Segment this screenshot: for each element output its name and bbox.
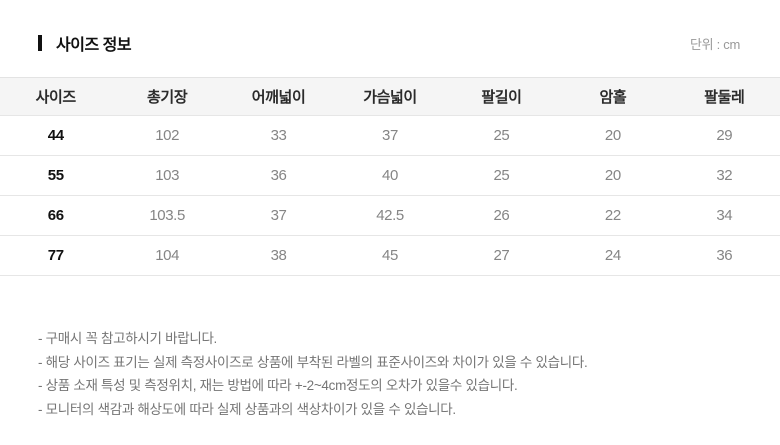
table-header-row: 사이즈 총기장 어깨넓이 가슴넓이 팔길이 암홀 팔둘레 (0, 78, 780, 116)
cell-size: 55 (47, 167, 64, 184)
table-row: 44 102 33 37 25 20 29 (0, 116, 780, 156)
section-header: 사이즈 정보 단위 : cm (0, 0, 780, 55)
cell-total-length: 103 (155, 167, 180, 184)
cell-total-length: 103.5 (149, 207, 185, 224)
column-header-shoulder-width: 어깨넓이 (251, 89, 306, 106)
cell-arm-circumference: 29 (716, 127, 733, 144)
cell-arm-circumference: 32 (716, 167, 733, 184)
cell-arm-circumference: 34 (716, 207, 733, 224)
size-table: 사이즈 총기장 어깨넓이 가슴넓이 팔길이 암홀 팔둘레 44 102 33 3… (0, 77, 780, 276)
purchase-notes: - 구매시 꼭 참고하시기 바랍니다. - 해당 사이즈 표기는 실제 측정사이… (38, 327, 740, 421)
cell-arm-length: 25 (493, 127, 510, 144)
page-title: 사이즈 정보 (56, 37, 132, 54)
column-header-arm-length: 팔길이 (481, 89, 522, 106)
cell-chest-width: 40 (382, 167, 398, 184)
note-line: - 모니터의 색감과 해상도에 따라 실제 상품과의 색상차이가 있을 수 있습… (38, 401, 456, 417)
column-header-armhole: 암홀 (599, 89, 627, 106)
cell-armhole: 24 (604, 247, 621, 264)
cell-size: 77 (47, 247, 64, 264)
cell-total-length: 104 (155, 247, 180, 264)
note-line: - 해당 사이즈 표기는 실제 측정사이즈로 상품에 부착된 라벨의 표준사이즈… (38, 354, 588, 370)
cell-arm-length: 26 (493, 207, 510, 224)
cell-armhole: 20 (604, 167, 621, 184)
cell-armhole: 20 (604, 127, 621, 144)
table-row: 66 103.5 37 42.5 26 22 34 (0, 196, 780, 236)
cell-chest-width: 37 (382, 127, 398, 144)
title-accent-bar (38, 35, 42, 51)
cell-chest-width: 45 (382, 247, 398, 264)
column-header-size: 사이즈 (35, 89, 77, 106)
note-line: - 구매시 꼭 참고하시기 바랍니다. (38, 331, 218, 346)
cell-shoulder-width: 33 (270, 127, 287, 144)
note-line: - 상품 소재 특성 및 측정위치, 재는 방법에 따라 +-2~4cm정도의 … (38, 378, 518, 393)
cell-shoulder-width: 36 (270, 167, 287, 184)
cell-size: 66 (47, 207, 64, 224)
section-title-wrap: 사이즈 정보 (38, 31, 132, 55)
cell-shoulder-width: 37 (270, 207, 287, 224)
table-row: 77 104 38 45 27 24 36 (0, 236, 780, 276)
unit-label: 단위 : cm (690, 36, 740, 52)
table-row: 55 103 36 40 25 20 32 (0, 156, 780, 196)
column-header-arm-circumference: 팔둘레 (704, 89, 745, 106)
cell-arm-length: 25 (493, 167, 510, 184)
cell-armhole: 22 (604, 207, 621, 224)
cell-arm-circumference: 36 (716, 247, 733, 264)
cell-arm-length: 27 (493, 247, 510, 264)
cell-size: 44 (47, 127, 64, 144)
cell-shoulder-width: 38 (270, 247, 287, 264)
cell-chest-width: 42.5 (376, 207, 404, 224)
column-header-chest-width: 가슴넓이 (363, 89, 417, 106)
cell-total-length: 102 (155, 127, 180, 144)
column-header-total-length: 총기장 (147, 89, 188, 106)
